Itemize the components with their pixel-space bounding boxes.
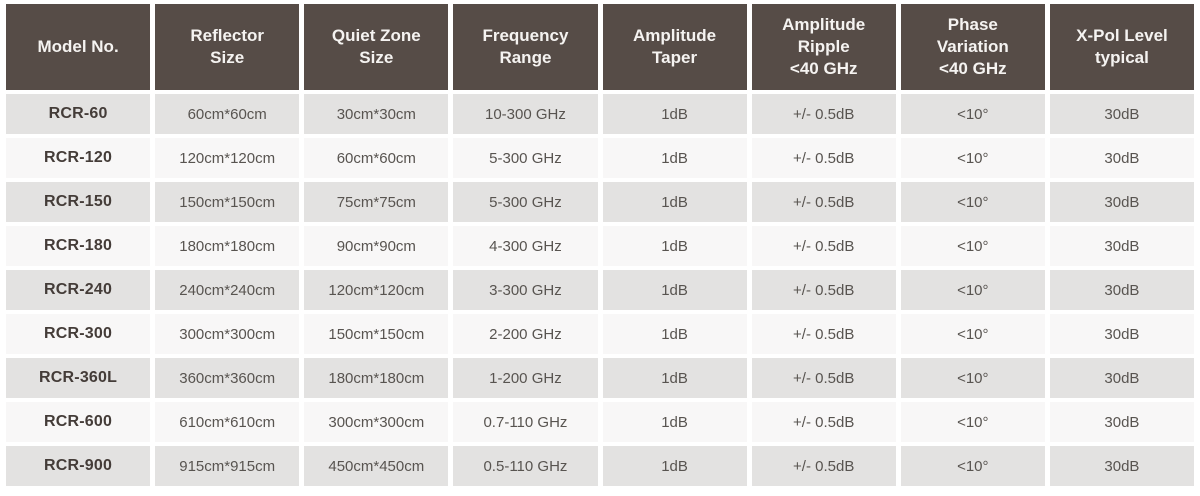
cell-model: RCR-60: [6, 94, 151, 134]
cell-model: RCR-150: [6, 182, 151, 222]
cell-amplitude_taper: 1dB: [602, 402, 747, 442]
cell-reflector_size: 360cm*360cm: [155, 358, 300, 398]
cell-xpol_level: 30dB: [1049, 402, 1194, 442]
table-row-rcr-60: RCR-60 60cm*60cm 30cm*30cm 10-300 GHz 1dB +/-…: [6, 94, 1194, 134]
cell-amplitude_ripple: +/- 0.5dB: [751, 182, 896, 222]
column-header-amplitude_ripple: Amplitude Ripple <40 GHz: [751, 4, 896, 90]
cell-frequency_range: 3-300 GHz: [453, 270, 598, 310]
cell-model: RCR-360L: [6, 358, 151, 398]
cell-phase_variation: <10°: [900, 270, 1045, 310]
cell-xpol_level: 30dB: [1049, 182, 1194, 222]
cell-frequency_range: 0.7-110 GHz: [453, 402, 598, 442]
cell-frequency_range: 5-300 GHz: [453, 182, 598, 222]
column-header-model: Model No.: [6, 4, 151, 90]
cell-reflector_size: 610cm*610cm: [155, 402, 300, 442]
cell-quiet_zone_size: 450cm*450cm: [304, 446, 449, 486]
table-row-rcr-120: RCR-120 120cm*120cm 60cm*60cm 5-300 GHz 1dB +…: [6, 138, 1194, 178]
cell-xpol_level: 30dB: [1049, 226, 1194, 266]
cell-quiet_zone_size: 60cm*60cm: [304, 138, 449, 178]
cell-quiet_zone_size: 150cm*150cm: [304, 314, 449, 354]
cell-phase_variation: <10°: [900, 94, 1045, 134]
cell-frequency_range: 0.5-110 GHz: [453, 446, 598, 486]
cell-amplitude_ripple: +/- 0.5dB: [751, 314, 896, 354]
cell-quiet_zone_size: 75cm*75cm: [304, 182, 449, 222]
cell-amplitude_ripple: +/- 0.5dB: [751, 94, 896, 134]
column-header-amplitude_taper: Amplitude Taper: [602, 4, 747, 90]
cell-quiet_zone_size: 30cm*30cm: [304, 94, 449, 134]
table-row-rcr-150: RCR-150 150cm*150cm 75cm*75cm 5-300 GHz 1dB +…: [6, 182, 1194, 222]
cell-xpol_level: 30dB: [1049, 358, 1194, 398]
cell-phase_variation: <10°: [900, 226, 1045, 266]
cell-phase_variation: <10°: [900, 314, 1045, 354]
cell-frequency_range: 10-300 GHz: [453, 94, 598, 134]
cell-amplitude_taper: 1dB: [602, 94, 747, 134]
cell-amplitude_ripple: +/- 0.5dB: [751, 226, 896, 266]
cell-amplitude_taper: 1dB: [602, 182, 747, 222]
cell-amplitude_ripple: +/- 0.5dB: [751, 446, 896, 486]
column-header-phase_variation: Phase Variation <40 GHz: [900, 4, 1045, 90]
cell-amplitude_taper: 1dB: [602, 446, 747, 486]
cell-model: RCR-240: [6, 270, 151, 310]
table-header-row: Model No. Reflector Size Quiet Zone Size Fr…: [6, 4, 1194, 90]
cell-phase_variation: <10°: [900, 182, 1045, 222]
table-row-rcr-360l: RCR-360L 360cm*360cm 180cm*180cm 1-200 GHz 1…: [6, 358, 1194, 398]
cell-reflector_size: 60cm*60cm: [155, 94, 300, 134]
column-header-quiet_zone_size: Quiet Zone Size: [304, 4, 449, 90]
cell-reflector_size: 150cm*150cm: [155, 182, 300, 222]
cell-reflector_size: 240cm*240cm: [155, 270, 300, 310]
cell-reflector_size: 300cm*300cm: [155, 314, 300, 354]
cell-amplitude_ripple: +/- 0.5dB: [751, 358, 896, 398]
column-header-reflector_size: Reflector Size: [155, 4, 300, 90]
cell-amplitude_ripple: +/- 0.5dB: [751, 270, 896, 310]
cell-phase_variation: <10°: [900, 446, 1045, 486]
cell-amplitude_ripple: +/- 0.5dB: [751, 138, 896, 178]
table-row-rcr-900: RCR-900 915cm*915cm 450cm*450cm 0.5-110 GHz…: [6, 446, 1194, 486]
cell-phase_variation: <10°: [900, 138, 1045, 178]
column-header-xpol_level: X-Pol Level typical: [1049, 4, 1194, 90]
cell-model: RCR-180: [6, 226, 151, 266]
cell-amplitude_taper: 1dB: [602, 314, 747, 354]
cell-frequency_range: 2-200 GHz: [453, 314, 598, 354]
cell-reflector_size: 180cm*180cm: [155, 226, 300, 266]
table-row-rcr-240: RCR-240 240cm*240cm 120cm*120cm 3-300 GHz 1d…: [6, 270, 1194, 310]
cell-xpol_level: 30dB: [1049, 94, 1194, 134]
table-row-rcr-600: RCR-600 610cm*610cm 300cm*300cm 0.7-110 GHz…: [6, 402, 1194, 442]
cell-quiet_zone_size: 90cm*90cm: [304, 226, 449, 266]
cell-amplitude_taper: 1dB: [602, 358, 747, 398]
column-header-frequency_range: Frequency Range: [453, 4, 598, 90]
cell-phase_variation: <10°: [900, 402, 1045, 442]
cell-model: RCR-600: [6, 402, 151, 442]
cell-xpol_level: 30dB: [1049, 138, 1194, 178]
cell-phase_variation: <10°: [900, 358, 1045, 398]
cell-quiet_zone_size: 120cm*120cm: [304, 270, 449, 310]
cell-xpol_level: 30dB: [1049, 314, 1194, 354]
cell-amplitude_ripple: +/- 0.5dB: [751, 402, 896, 442]
table-row-rcr-300: RCR-300 300cm*300cm 150cm*150cm 2-200 GHz 1d…: [6, 314, 1194, 354]
cell-reflector_size: 915cm*915cm: [155, 446, 300, 486]
cell-amplitude_taper: 1dB: [602, 226, 747, 266]
cell-frequency_range: 4-300 GHz: [453, 226, 598, 266]
cell-amplitude_taper: 1dB: [602, 270, 747, 310]
cell-model: RCR-900: [6, 446, 151, 486]
cell-frequency_range: 1-200 GHz: [453, 358, 598, 398]
cell-xpol_level: 30dB: [1049, 446, 1194, 486]
cell-model: RCR-120: [6, 138, 151, 178]
cell-reflector_size: 120cm*120cm: [155, 138, 300, 178]
cell-xpol_level: 30dB: [1049, 270, 1194, 310]
cell-frequency_range: 5-300 GHz: [453, 138, 598, 178]
cell-quiet_zone_size: 300cm*300cm: [304, 402, 449, 442]
cell-amplitude_taper: 1dB: [602, 138, 747, 178]
cell-quiet_zone_size: 180cm*180cm: [304, 358, 449, 398]
cell-model: RCR-300: [6, 314, 151, 354]
table-row-rcr-180: RCR-180 180cm*180cm 90cm*90cm 4-300 GHz 1dB +…: [6, 226, 1194, 266]
